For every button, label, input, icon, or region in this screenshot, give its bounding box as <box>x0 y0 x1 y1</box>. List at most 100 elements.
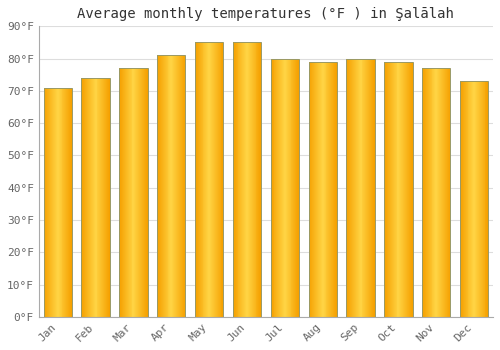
Bar <box>44 88 72 317</box>
Bar <box>278 58 279 317</box>
Bar <box>367 58 368 317</box>
Bar <box>211 42 212 317</box>
Bar <box>391 62 392 317</box>
Bar <box>336 62 337 317</box>
Bar <box>157 55 186 317</box>
Bar <box>482 81 484 317</box>
Bar <box>66 88 67 317</box>
Bar <box>146 68 148 317</box>
Bar <box>270 58 272 317</box>
Bar <box>385 62 386 317</box>
Bar <box>233 42 234 317</box>
Bar <box>279 58 280 317</box>
Bar <box>210 42 211 317</box>
Bar <box>297 58 298 317</box>
Bar <box>427 68 428 317</box>
Bar <box>424 68 425 317</box>
Bar <box>256 42 258 317</box>
Bar <box>476 81 477 317</box>
Bar <box>426 68 427 317</box>
Bar <box>236 42 238 317</box>
Bar <box>281 58 282 317</box>
Bar <box>53 88 54 317</box>
Bar <box>104 78 105 317</box>
Bar <box>348 58 349 317</box>
Bar <box>405 62 406 317</box>
Bar <box>90 78 91 317</box>
Bar <box>462 81 463 317</box>
Bar <box>444 68 445 317</box>
Bar <box>138 68 139 317</box>
Bar <box>123 68 124 317</box>
Bar <box>333 62 334 317</box>
Title: Average monthly temperatures (°F ) in Şalālah: Average monthly temperatures (°F ) in Şa… <box>78 7 454 21</box>
Bar <box>438 68 439 317</box>
Bar <box>139 68 140 317</box>
Bar <box>317 62 318 317</box>
Bar <box>177 55 178 317</box>
Bar <box>422 68 450 317</box>
Bar <box>173 55 174 317</box>
Bar <box>346 58 375 317</box>
Bar <box>276 58 278 317</box>
Bar <box>128 68 130 317</box>
Bar <box>443 68 444 317</box>
Bar <box>440 68 441 317</box>
Bar <box>358 58 360 317</box>
Bar <box>298 58 299 317</box>
Bar <box>244 42 245 317</box>
Bar <box>425 68 426 317</box>
Bar <box>204 42 206 317</box>
Bar <box>328 62 330 317</box>
Bar <box>331 62 332 317</box>
Bar <box>67 88 68 317</box>
Bar <box>182 55 184 317</box>
Bar <box>324 62 326 317</box>
Bar <box>195 42 196 317</box>
Bar <box>369 58 370 317</box>
Bar <box>326 62 328 317</box>
Bar <box>470 81 472 317</box>
Bar <box>461 81 462 317</box>
Bar <box>82 78 110 317</box>
Bar <box>398 62 400 317</box>
Bar <box>214 42 215 317</box>
Bar <box>218 42 220 317</box>
Bar <box>352 58 353 317</box>
Bar <box>308 62 310 317</box>
Bar <box>202 42 203 317</box>
Bar <box>390 62 391 317</box>
Bar <box>50 88 51 317</box>
Bar <box>242 42 243 317</box>
Bar <box>161 55 162 317</box>
Bar <box>120 68 121 317</box>
Bar <box>109 78 110 317</box>
Bar <box>86 78 87 317</box>
Bar <box>181 55 182 317</box>
Bar <box>373 58 374 317</box>
Bar <box>208 42 209 317</box>
Bar <box>316 62 317 317</box>
Bar <box>240 42 242 317</box>
Bar <box>85 78 86 317</box>
Bar <box>57 88 58 317</box>
Bar <box>296 58 297 317</box>
Bar <box>144 68 145 317</box>
Bar <box>96 78 98 317</box>
Bar <box>196 42 197 317</box>
Bar <box>432 68 434 317</box>
Bar <box>69 88 70 317</box>
Bar <box>124 68 125 317</box>
Bar <box>82 78 84 317</box>
Bar <box>386 62 387 317</box>
Bar <box>351 58 352 317</box>
Bar <box>137 68 138 317</box>
Bar <box>119 68 120 317</box>
Bar <box>486 81 488 317</box>
Bar <box>220 42 222 317</box>
Bar <box>407 62 408 317</box>
Bar <box>49 88 50 317</box>
Bar <box>280 58 281 317</box>
Bar <box>145 68 146 317</box>
Bar <box>252 42 254 317</box>
